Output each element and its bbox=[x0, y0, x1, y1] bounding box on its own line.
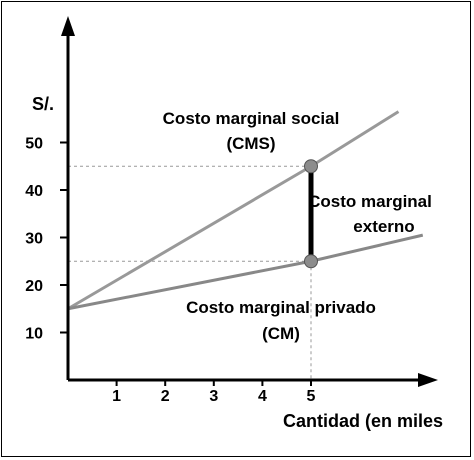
y-axis-label: S/. bbox=[32, 94, 54, 114]
x-tick-label: 5 bbox=[307, 388, 316, 405]
cms-point bbox=[304, 159, 318, 174]
x-axis-arrow bbox=[418, 373, 438, 387]
x-tick-label: 2 bbox=[161, 388, 170, 405]
cm-label-line1: Costo marginal privado bbox=[186, 298, 376, 317]
y-tick-label: 20 bbox=[25, 278, 43, 295]
y-axis-arrow bbox=[61, 16, 75, 36]
x-tick-label: 4 bbox=[258, 388, 267, 405]
x-tick-label: 1 bbox=[112, 388, 121, 405]
x-axis-label: Cantidad (en miles bbox=[283, 411, 443, 431]
cm-label-line2: (CM) bbox=[262, 324, 300, 343]
y-tick-label: 50 bbox=[25, 136, 43, 153]
x-tick-label: 3 bbox=[209, 388, 218, 405]
y-tick-label: 10 bbox=[25, 326, 43, 343]
y-tick-label: 30 bbox=[25, 231, 43, 248]
y-tick-label: 40 bbox=[25, 183, 43, 200]
external-cost-label-line2: externo bbox=[353, 217, 414, 236]
cm-point bbox=[304, 254, 318, 269]
cms-label-line1: Costo marginal social bbox=[163, 109, 340, 128]
cms-label-line2: (CMS) bbox=[226, 134, 275, 153]
external-cost-label-line1: Costo marginal bbox=[308, 192, 432, 211]
